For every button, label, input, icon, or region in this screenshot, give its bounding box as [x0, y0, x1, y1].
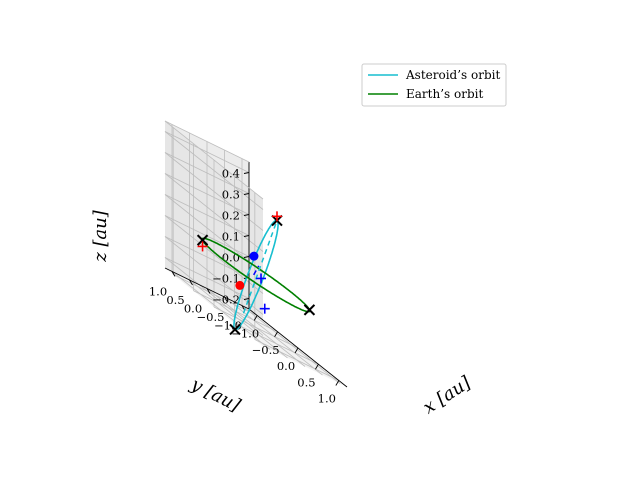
axes-ticks: −1.0−0.50.00.51.0−1.0−0.50.00.51.0−0.2−0…: [149, 167, 340, 406]
y-tick-label: 1.0: [149, 284, 167, 298]
gridline-y-floor: [241, 305, 341, 384]
dashed-line-0: [242, 220, 278, 314]
x-marker: [196, 234, 209, 246]
x-tick-mark: [253, 315, 258, 321]
z-tick-mark: [243, 193, 250, 195]
gridline-z-back: [164, 257, 264, 336]
gridline-y-floor: [206, 288, 306, 367]
x-tick-label: 0.5: [297, 375, 315, 389]
y-tick-mark: [171, 271, 176, 277]
gridline-y-floor: [171, 271, 271, 350]
gridline-z-left: [164, 194, 250, 236]
gridline-y-floor: [224, 296, 323, 376]
x-tick-mark: [294, 347, 299, 354]
z-tick-mark: [243, 214, 250, 216]
x-tick-mark: [274, 331, 278, 337]
plus-marker: [197, 241, 208, 252]
y-tick-mark: [189, 279, 193, 286]
axes-gridlines: [164, 124, 341, 384]
gridline-z-back: [164, 152, 264, 231]
x-marker: [229, 323, 241, 336]
y-axis-label: y [au]: [187, 373, 245, 416]
x-tick-label: −1.0: [231, 327, 259, 341]
z-tick-label: 0.1: [222, 230, 240, 244]
gridline-z-left: [164, 236, 250, 278]
gridline-z-back: [164, 173, 264, 252]
gridline-z-left: [164, 152, 250, 194]
axis-labels: x [au] y [au] z [au]: [90, 209, 475, 418]
z-tick-label: 0.3: [222, 188, 240, 202]
plus-marker: [256, 273, 267, 284]
z-tick-mark: [243, 172, 250, 174]
z-tick-mark: [243, 256, 250, 258]
x-marker: [303, 304, 316, 316]
x-tick-label: 1.0: [318, 392, 336, 406]
x-axis-label: x [au]: [419, 372, 475, 419]
gridline-y-floor: [189, 279, 288, 359]
z-tick-label: 0.0: [222, 251, 240, 265]
gridline-z-back: [164, 215, 264, 294]
z-axis-label: z [au]: [90, 209, 111, 263]
z-tick-label: 0.4: [222, 167, 240, 181]
gridline-z-left: [164, 173, 250, 215]
gridline-z-back: [164, 131, 264, 210]
pane-edge-top-left: [164, 120, 250, 163]
legend-label-asteroid: Asteroid’s orbit: [405, 68, 500, 82]
x-tick-mark: [315, 364, 319, 370]
z-tick-mark: [243, 298, 250, 300]
gridline-z-back: [164, 194, 264, 273]
z-tick-mark: [243, 235, 250, 237]
z-tick-label: 0.2: [222, 209, 240, 223]
dashed-line-1: [253, 265, 260, 276]
gridline-z-left: [164, 257, 250, 299]
gridline-z-back: [164, 236, 264, 315]
y-tick-label: −0.5: [197, 310, 225, 324]
pane-edge-top-back: [164, 120, 264, 200]
z-tick-label: −0.1: [212, 272, 240, 286]
legend: Asteroid’s orbit Earth’s orbit: [361, 63, 507, 107]
x-tick-label: 0.0: [277, 359, 295, 373]
x-tick-label: −0.5: [252, 343, 280, 357]
gridline-z-left: [164, 131, 250, 173]
x-tick-mark: [335, 380, 340, 386]
z-tick-label: −0.2: [212, 293, 240, 307]
dot-marker: [249, 251, 259, 261]
plus-marker: [272, 211, 282, 222]
y-tick-label: 0.5: [166, 293, 184, 307]
y-tick-mark: [224, 296, 228, 303]
y-tick-mark: [206, 288, 211, 294]
plus-marker: [259, 303, 270, 314]
legend-label-earth: Earth’s orbit: [406, 87, 483, 101]
y-tick-label: 0.0: [184, 302, 202, 316]
dot-marker: [235, 280, 245, 290]
plot-data: [196, 211, 316, 336]
